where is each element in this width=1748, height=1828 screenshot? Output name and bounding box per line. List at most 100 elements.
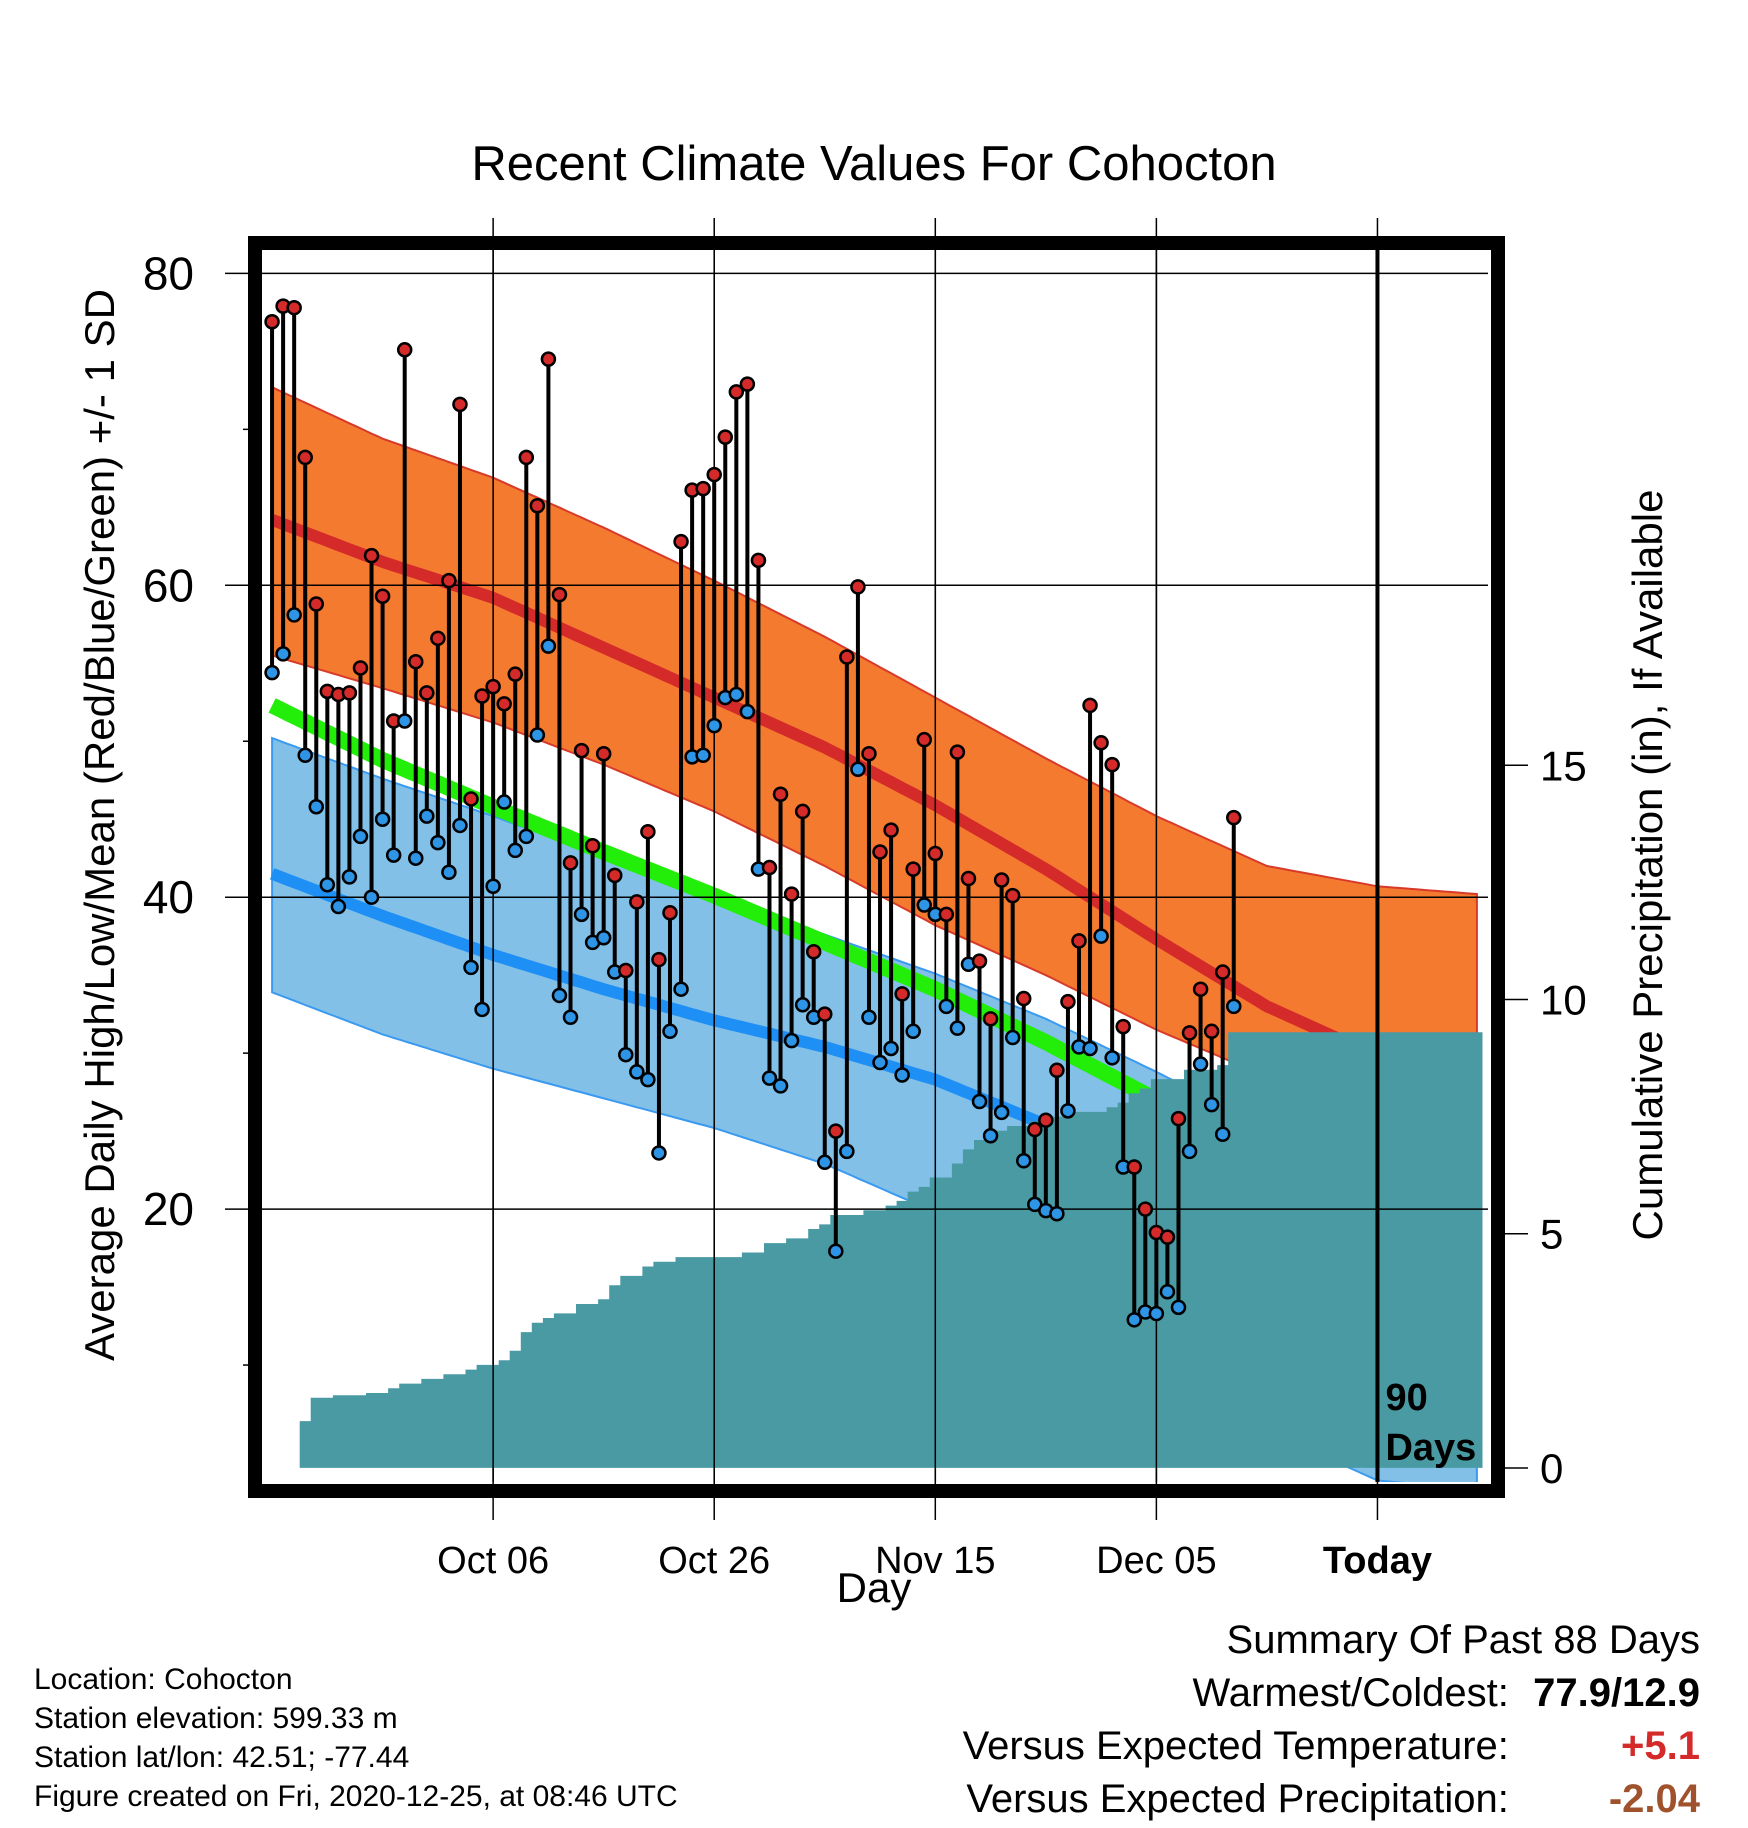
high-point: [783, 886, 800, 902]
low-point: [1049, 1206, 1065, 1222]
high-point: [949, 744, 966, 760]
y2-tick-label: 15: [1540, 742, 1587, 789]
y2-tick-label: 10: [1540, 977, 1587, 1024]
high-point: [1159, 1229, 1176, 1245]
high-point: [1192, 981, 1209, 997]
precip-value: -2.04: [1608, 1777, 1700, 1821]
warmest-label: Warmest/Coldest:: [1192, 1671, 1509, 1715]
low-point: [993, 1104, 1010, 1121]
warmest-value: 77.9/12.9: [1533, 1671, 1700, 1715]
y-tick-label: 40: [143, 871, 194, 923]
low-point: [1004, 1029, 1021, 1046]
low-point: [352, 828, 369, 845]
high-point: [518, 449, 535, 466]
high-point: [850, 579, 866, 595]
high-point: [562, 855, 579, 871]
high-point: [474, 688, 490, 704]
high-point: [872, 844, 888, 860]
high-point: [496, 696, 512, 712]
high-point: [452, 396, 468, 413]
y2-axis-label: Cumulative Precipitation (in), If Availa…: [1624, 489, 1671, 1241]
low-point: [817, 1154, 833, 1171]
low-point: [828, 1243, 844, 1259]
high-point: [1082, 697, 1098, 714]
today-marker-label: 90: [1385, 1377, 1427, 1419]
high-mean-line: [269, 514, 1479, 1081]
low-point: [739, 703, 756, 720]
high-point: [750, 552, 767, 569]
y-tick-label: 20: [143, 1183, 194, 1235]
low-point: [341, 869, 358, 885]
plot-area: [261, 250, 1488, 1482]
low-point: [640, 1071, 656, 1088]
high-point: [1093, 735, 1109, 751]
temp-value: +5.1: [1621, 1724, 1700, 1768]
low-point: [894, 1067, 910, 1083]
high-point: [529, 498, 546, 514]
high-point: [1226, 809, 1242, 826]
high-point: [595, 745, 612, 762]
x-tick-label: Today: [1323, 1540, 1432, 1582]
low-point: [794, 997, 811, 1013]
high-point: [817, 1006, 833, 1022]
high-point: [905, 861, 921, 877]
high-point: [651, 951, 667, 968]
x-tick-label: Oct 26: [658, 1540, 770, 1582]
high-point: [1104, 756, 1120, 773]
high-point: [363, 547, 380, 564]
high-point: [1060, 993, 1076, 1010]
high-point: [1049, 1062, 1065, 1079]
high-point: [695, 480, 711, 497]
high-point: [573, 742, 590, 759]
precip-label: Versus Expected Precipitation:: [966, 1777, 1509, 1821]
low-point: [330, 898, 347, 915]
high-point: [374, 588, 391, 604]
high-point: [463, 791, 479, 807]
location-text: Location: Cohocton: [34, 1663, 293, 1696]
low-point: [452, 817, 468, 834]
high-point: [1038, 1112, 1054, 1128]
high-point: [507, 666, 523, 682]
low-point: [982, 1128, 999, 1144]
low-point: [496, 794, 512, 810]
low-point: [374, 811, 391, 827]
high-point: [960, 870, 977, 887]
low-point: [396, 713, 413, 729]
high-point: [1004, 887, 1021, 904]
high-point: [673, 533, 689, 550]
low-point: [562, 1009, 579, 1026]
high-point: [717, 429, 734, 445]
high-point: [728, 384, 745, 400]
high-point: [1170, 1110, 1187, 1127]
high-point: [640, 823, 656, 840]
high-point: [1126, 1159, 1143, 1175]
high-point: [982, 1011, 999, 1027]
station-info: Location: Cohocton Station elevation: 59…: [34, 1660, 678, 1816]
high-point: [352, 660, 369, 676]
low-point: [551, 987, 568, 1004]
high-point: [419, 685, 435, 701]
low-point: [761, 1070, 778, 1086]
high-point: [584, 837, 601, 854]
low-point: [286, 607, 302, 623]
high-point: [396, 342, 413, 358]
x-axis-label: Day: [836, 1564, 912, 1611]
high-point: [706, 466, 722, 483]
high-point: [341, 685, 358, 701]
low-point: [595, 929, 612, 946]
low-point: [319, 876, 336, 893]
high-point: [761, 859, 778, 876]
low-point: [1126, 1312, 1143, 1328]
high-point: [993, 872, 1010, 888]
high-point: [927, 845, 944, 862]
chart-title: Recent Climate Values For Cohocton: [471, 137, 1277, 191]
high-point: [308, 596, 325, 612]
low-point: [883, 1040, 899, 1057]
latlon-text: Station lat/lon: 42.51; -77.44: [34, 1741, 410, 1774]
x-tick-label: Oct 06: [437, 1540, 549, 1582]
today-marker-label: Days: [1385, 1427, 1476, 1469]
low-point: [651, 1145, 667, 1161]
y-axis-label: Average Daily High/Low/Mean (Red/Blue/Gr…: [76, 289, 123, 1361]
high-point: [551, 586, 568, 603]
low-point: [1181, 1143, 1198, 1160]
